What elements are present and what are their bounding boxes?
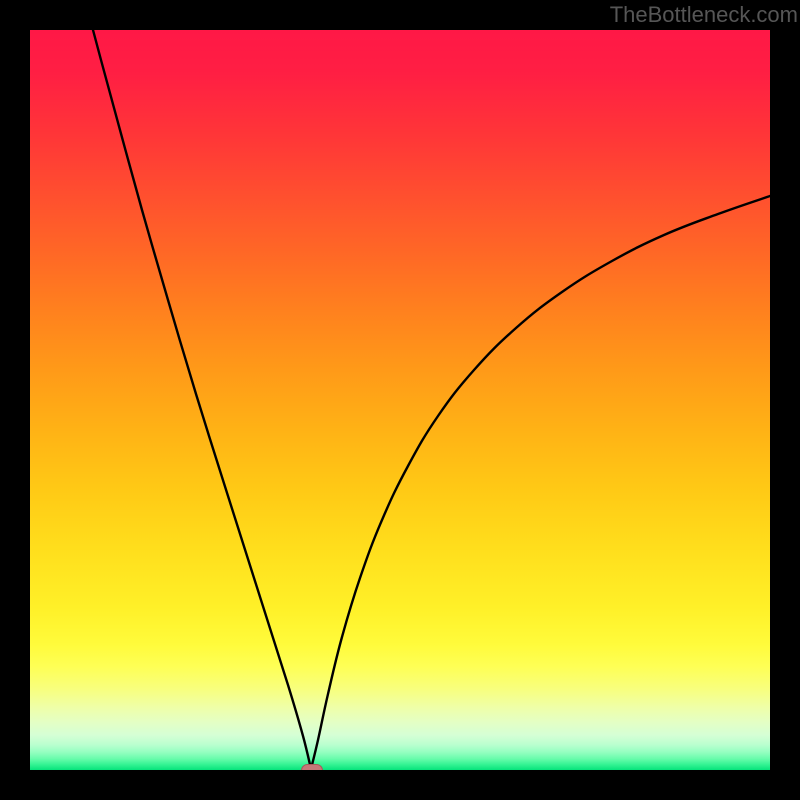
gradient-background <box>30 30 770 770</box>
chart-frame: TheBottleneck.com <box>0 0 800 800</box>
bottleneck-chart <box>0 0 800 800</box>
